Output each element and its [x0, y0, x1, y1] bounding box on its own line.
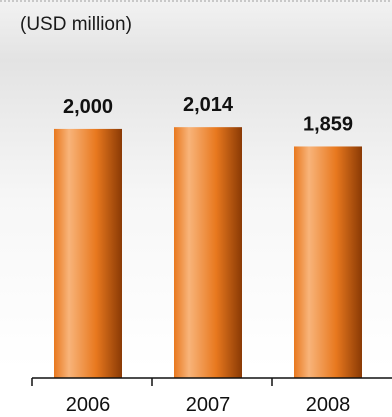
x-tick-label-2006: 2006: [66, 394, 111, 416]
bar-2008: [294, 146, 362, 378]
bar-2006: [54, 128, 122, 378]
top-divider: [0, 0, 392, 2]
x-tick-label-2008: 2008: [306, 394, 351, 416]
value-label-2006: 2,000: [63, 96, 113, 118]
bar-2007: [174, 127, 242, 378]
value-label-2008: 1,859: [303, 113, 353, 135]
unit-label: (USD million): [20, 14, 132, 35]
x-tick-label-2007: 2007: [186, 394, 231, 416]
value-label-2007: 2,014: [183, 94, 234, 116]
